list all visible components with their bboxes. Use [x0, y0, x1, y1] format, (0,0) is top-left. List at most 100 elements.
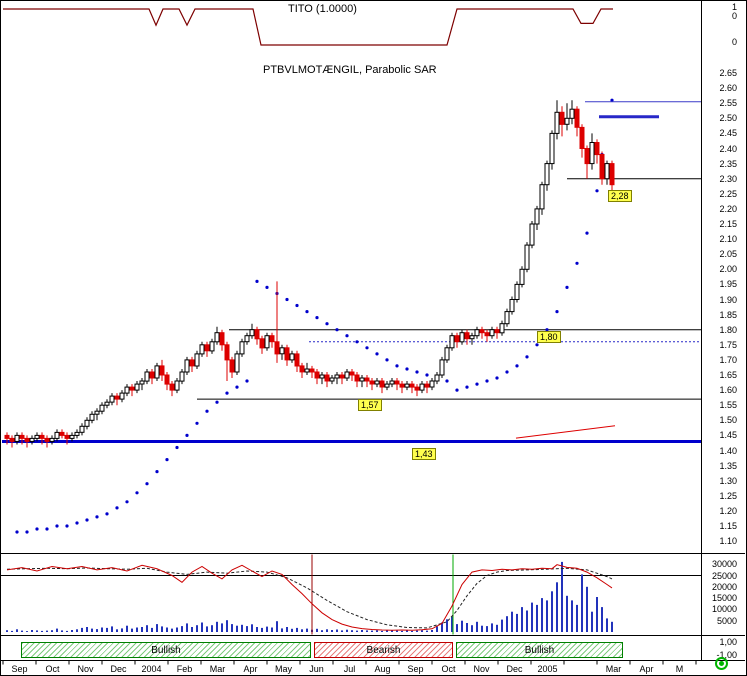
sentiment-axis-label: -1,00 [716, 650, 737, 660]
sar-dot [315, 316, 319, 320]
time-axis-label: Dec [110, 664, 127, 674]
volume-bar [71, 630, 73, 632]
candle-body [99, 404, 105, 412]
price-axis-label: 2.05 [719, 249, 737, 260]
candle-body [504, 311, 510, 325]
volume-bar [556, 582, 558, 632]
volume-bar [511, 611, 513, 632]
indicator-axis-label: 0 [731, 11, 737, 21]
volume-axis-label: 5000 [716, 615, 737, 626]
candle-body [169, 383, 175, 391]
sar-dot [245, 379, 249, 383]
volume-bar [601, 607, 603, 632]
oscillator-signal-line [6, 567, 613, 629]
sar-dot [515, 364, 519, 368]
sar-dot [325, 322, 329, 326]
volume-bar [331, 630, 333, 632]
price-axis-label: 1.85 [719, 309, 737, 320]
candle-body [89, 413, 95, 421]
volume-bar [286, 627, 288, 632]
volume-bar [406, 630, 408, 632]
candle-body [74, 431, 80, 436]
price-axis-label: 2.55 [719, 98, 737, 109]
volume-bar [131, 628, 133, 632]
volume-bar [251, 624, 253, 632]
price-tag: 2,28 [608, 190, 632, 202]
price-axis-label: 1.55 [719, 400, 737, 411]
candle-body [569, 108, 575, 119]
price-axis-label: 2.45 [719, 128, 737, 139]
price-tag: 1,80 [537, 331, 561, 343]
oscillator-line [6, 564, 613, 631]
candle-body [374, 380, 380, 385]
candle-body [354, 374, 360, 382]
price-axis-label: 1.50 [719, 415, 737, 426]
candle-body [464, 332, 470, 340]
volume-bar [571, 600, 573, 632]
candle-body [254, 329, 260, 340]
candle-body [609, 163, 615, 186]
volume-bar [241, 624, 243, 632]
volume-bar [256, 627, 258, 632]
candle-body [594, 142, 600, 156]
candle-body [239, 341, 245, 355]
candle-body [44, 437, 50, 442]
candle-body [59, 431, 65, 436]
sar-dot [125, 500, 129, 504]
candle-body [574, 108, 580, 128]
volume-bar [16, 629, 18, 632]
sar-dot [265, 285, 269, 289]
price-axis-label: 1.80 [719, 324, 737, 335]
tito-wave [3, 8, 613, 46]
volume-bar [36, 630, 38, 632]
trend-line [515, 425, 616, 439]
volume-bar [21, 630, 23, 632]
sar-dot [385, 358, 389, 362]
volume-bar [346, 629, 348, 632]
sentiment-segment: Bearish [314, 642, 453, 658]
time-axis-label: M [675, 664, 684, 674]
volume-axis-label: 20000 [711, 581, 737, 592]
candle-body [214, 332, 220, 343]
sentiment-segment: Bullish [456, 642, 623, 658]
candle-body [519, 268, 525, 285]
volume-bar [586, 586, 588, 632]
volume-bar [236, 625, 238, 632]
time-axis-label: Dec [506, 664, 523, 674]
sar-dot [205, 409, 209, 413]
volume-axis-label: 30000 [711, 559, 737, 570]
sar-dot [535, 343, 539, 347]
volume-bar [421, 630, 423, 632]
sar-dot [465, 385, 469, 389]
candle-body [199, 344, 205, 355]
price-axis-label: 1.70 [719, 354, 737, 365]
price-axis-label: 2.15 [719, 219, 737, 229]
sar-dot [75, 521, 79, 525]
volume-bar [426, 630, 428, 632]
candle-body [109, 395, 115, 403]
candle-body [144, 371, 150, 382]
price-axis-label: 1.75 [719, 339, 737, 350]
volume-bar [396, 630, 398, 632]
candle-body [249, 329, 255, 337]
candle-body [604, 163, 610, 180]
volume-bar [336, 629, 338, 632]
candle-body [539, 184, 545, 210]
price-tag: 1,57 [358, 399, 382, 411]
volume-bar [146, 625, 148, 632]
sar-dot [425, 373, 429, 377]
volume-bar [546, 600, 548, 632]
price-axis-label: 1.40 [719, 445, 737, 456]
candle-body [369, 380, 375, 385]
volume-bar [186, 623, 188, 632]
sar-dot [65, 524, 69, 528]
volume-bar [411, 630, 413, 632]
volume-bar [371, 630, 373, 632]
volume-bar [136, 627, 138, 632]
candle-body [64, 434, 70, 439]
volume-bar [161, 626, 163, 632]
volume-bar [521, 607, 523, 632]
sar-dot [455, 388, 459, 392]
volume-bar [611, 621, 613, 632]
